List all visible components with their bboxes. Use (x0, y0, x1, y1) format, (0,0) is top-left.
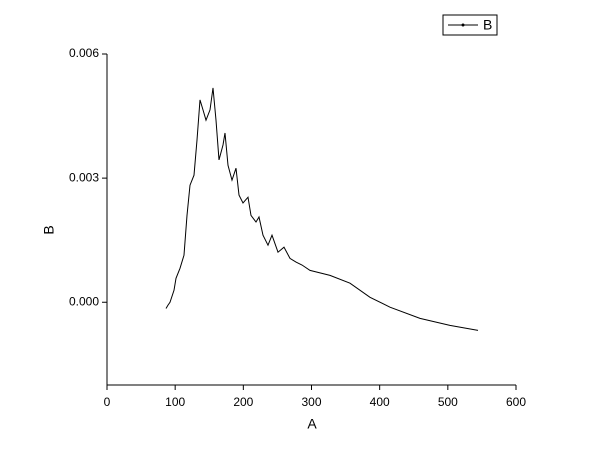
y-axis-title: B (41, 225, 57, 234)
legend-label: B (483, 17, 492, 33)
y-tick-label: 0.000 (69, 294, 99, 308)
x-tick-label: 200 (233, 395, 253, 409)
y-tick-label: 0.003 (69, 170, 99, 184)
x-tick-label: 300 (301, 395, 321, 409)
x-tick-label: 0 (104, 395, 111, 409)
legend-box (442, 14, 498, 36)
x-tick-label: 100 (165, 395, 185, 409)
x-tick-label: 600 (506, 395, 526, 409)
legend-marker (461, 23, 465, 27)
y-tick-label: 0.006 (69, 46, 99, 60)
x-tick-label: 500 (438, 395, 458, 409)
line-series (165, 87, 479, 331)
x-tick-label: 400 (370, 395, 390, 409)
x-axis-title: A (307, 416, 317, 432)
